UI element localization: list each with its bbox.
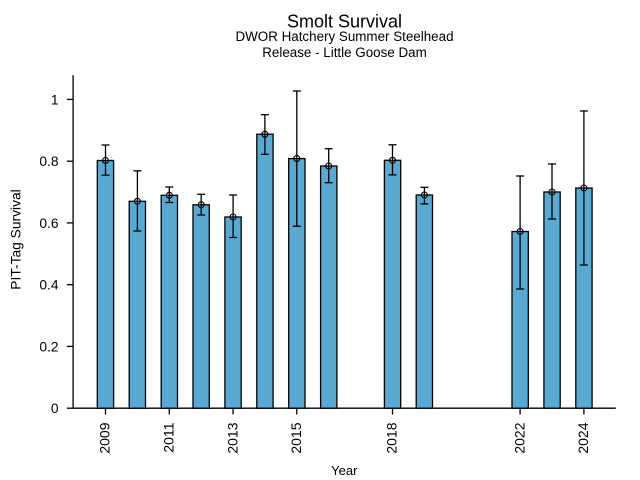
svg-text:2013: 2013 xyxy=(224,422,240,453)
svg-text:0.4: 0.4 xyxy=(39,278,59,293)
svg-text:0.8: 0.8 xyxy=(39,154,59,169)
svg-text:2018: 2018 xyxy=(384,422,400,453)
svg-text:0.6: 0.6 xyxy=(39,216,59,231)
svg-text:0: 0 xyxy=(51,401,59,416)
svg-text:2011: 2011 xyxy=(161,422,177,452)
svg-text:1: 1 xyxy=(51,92,59,107)
svg-text:0.2: 0.2 xyxy=(39,339,58,354)
svg-text:2022: 2022 xyxy=(511,422,527,453)
svg-text:2009: 2009 xyxy=(97,422,113,453)
svg-text:2024: 2024 xyxy=(575,422,591,453)
svg-text:DWOR Hatchery Summer Steelhead: DWOR Hatchery Summer Steelhead xyxy=(235,29,453,44)
svg-text:Year: Year xyxy=(331,463,358,478)
svg-text:2015: 2015 xyxy=(288,422,304,453)
svg-text:PIT-Tag Survival: PIT-Tag Survival xyxy=(8,189,23,289)
svg-text:Release - Little Goose Dam: Release - Little Goose Dam xyxy=(262,45,426,60)
svg-text:Smolt Survival: Smolt Survival xyxy=(287,12,402,32)
